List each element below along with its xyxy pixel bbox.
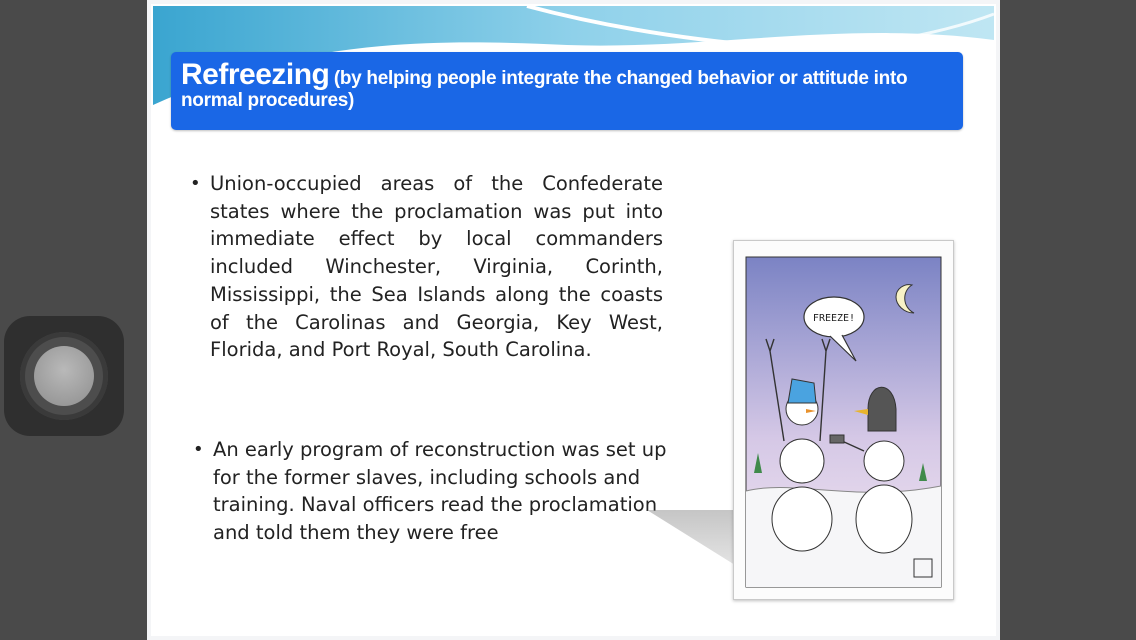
cartoon-illustration: FREEZE! (734, 241, 953, 599)
speech-text: FREEZE! (813, 313, 855, 324)
slide: Refreezing (by helping people integrate … (147, 0, 1000, 640)
bullet-1: • Union-occupied areas of the Confederat… (210, 170, 663, 364)
snowman-cartoon: FREEZE! (733, 240, 954, 600)
bullet-dot: • (190, 170, 201, 198)
slide-title: Refreezing (181, 58, 329, 91)
home-button-knob (34, 346, 94, 406)
home-button[interactable] (4, 316, 124, 436)
bullet-2: • An early program of reconstruction was… (213, 436, 698, 547)
bullet-2-text: An early program of reconstruction was s… (213, 436, 698, 547)
bullet-dot: • (193, 436, 204, 464)
slide-subtitle: (by helping people integrate the changed… (334, 68, 907, 89)
home-button-ring (20, 332, 108, 420)
title-bar: Refreezing (by helping people integrate … (171, 52, 963, 130)
slide-subtitle-line2: normal procedures) (181, 90, 953, 112)
bullet-1-text: Union-occupied areas of the Confederate … (210, 170, 663, 364)
